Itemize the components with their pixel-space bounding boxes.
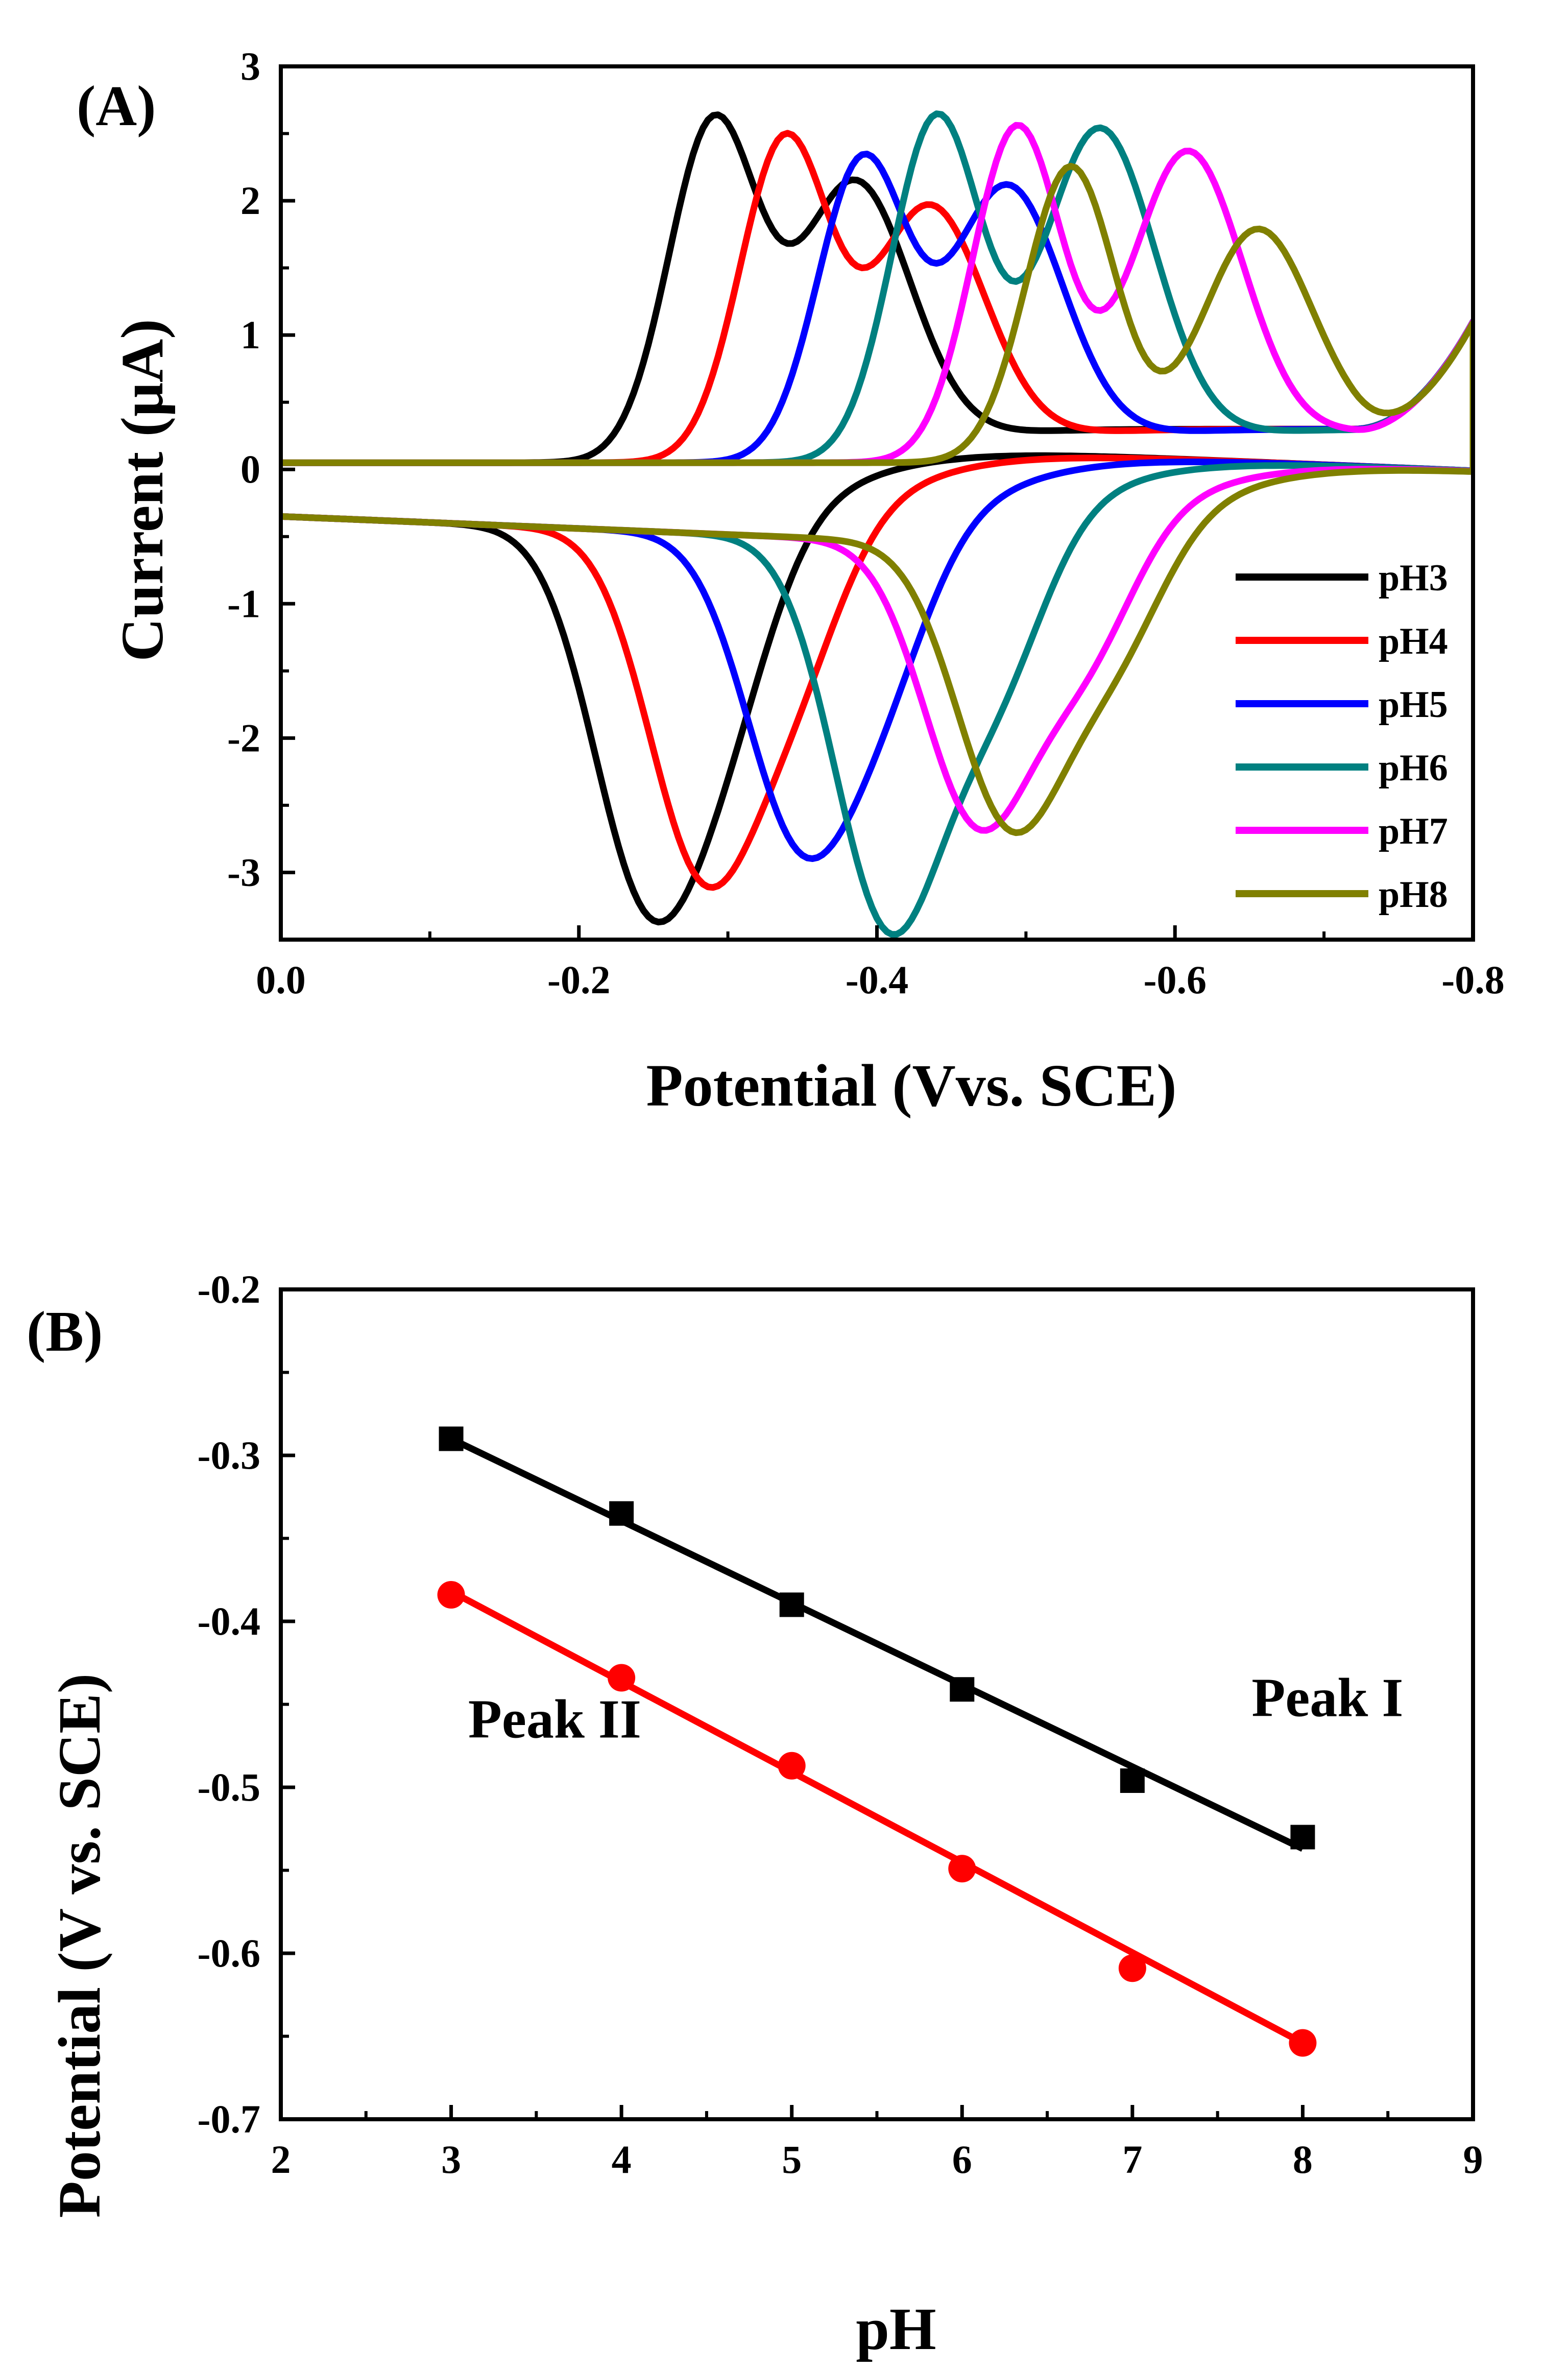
- data-point-peak-i: [779, 1592, 804, 1617]
- panel-a-y-tick-label: 2: [240, 178, 260, 223]
- panel-b-x-tick-label: 6: [952, 2137, 972, 2182]
- data-point-peak-ii: [778, 1752, 806, 1780]
- panel-a-curves: [281, 110, 1473, 938]
- panel-a-x-tick-label: -0.4: [846, 957, 908, 1002]
- panel-b-x-tick-label: 8: [1293, 2137, 1313, 2182]
- legend-label-ph4: pH4: [1379, 620, 1448, 662]
- data-point-peak-ii: [608, 1664, 636, 1692]
- panel-a-y-tick-label: 0: [240, 447, 260, 491]
- panel-b-y-tick-label: -0.6: [198, 1931, 260, 1975]
- panel-b-y-tick-label: -0.4: [198, 1599, 260, 1643]
- panel-b-label: (B): [27, 1300, 103, 1363]
- panel-b-x-tick-label: 9: [1463, 2137, 1483, 2182]
- data-point-peak-i: [1290, 1825, 1315, 1850]
- legend-label-ph5: pH5: [1379, 684, 1448, 726]
- panel-a-x-tick-label: 0.0: [256, 957, 306, 1002]
- panel-a-y-tick-label: 1: [240, 313, 260, 357]
- panel-b-x-tick-label: 2: [271, 2137, 291, 2182]
- panel-b-data-points: [437, 1426, 1317, 2057]
- data-point-peak-i: [950, 1677, 975, 1702]
- peak-ii-annotation: Peak II: [468, 1689, 641, 1750]
- data-point-peak-i: [439, 1426, 464, 1451]
- panel-b-y-tick-label: -0.3: [198, 1433, 260, 1477]
- panel-b-x-axis-title: pH: [856, 2295, 936, 2362]
- legend-label-ph6: pH6: [1379, 747, 1448, 789]
- panel-a-y-tick-label: -3: [227, 850, 260, 894]
- panel-a-cyclic-voltammogram: (A) 0.0 -0.2 -0.4 -0.6 -0.8 3 2 1 0 -1 -2 -3 Potent…: [77, 44, 1505, 1119]
- panel-a-x-tick-label: -0.6: [1144, 957, 1207, 1002]
- data-point-peak-ii: [948, 1855, 976, 1883]
- panel-b-x-tick-label: 7: [1122, 2137, 1142, 2182]
- panel-b-y-axis-title: Potential (V vs. SCE): [46, 1673, 113, 2218]
- panel-b-x-tick-label: 3: [441, 2137, 461, 2182]
- panel-b-x-tick-label: 5: [782, 2137, 802, 2182]
- panel-a-y-tick-label: 3: [240, 44, 260, 88]
- panel-a-legend: pH3 pH4 pH5 pH6 pH7 pH8: [1236, 557, 1448, 916]
- cv-curve-ph8: [281, 162, 1473, 836]
- panel-b-y-tick-label: -0.2: [198, 1267, 260, 1311]
- panel-b-fit-lines: [449, 1435, 1305, 2046]
- legend-label-ph3: pH3: [1379, 557, 1448, 599]
- fit-line-peak-i: [449, 1435, 1305, 1852]
- panel-b-peak-potential-vs-ph: (B) 2 3 4 5 6 7 8 9-0.2-0.3-0.4-0.5-0.6-0.7 pH …: [27, 1267, 1483, 2362]
- data-point-peak-i: [1120, 1768, 1145, 1793]
- data-point-peak-ii: [1289, 2029, 1317, 2057]
- data-point-peak-ii: [1118, 1954, 1146, 1982]
- panel-b-x-tick-label: 4: [612, 2137, 632, 2182]
- legend-label-ph7: pH7: [1379, 810, 1448, 852]
- panel-a-axes: 0.0 -0.2 -0.4 -0.6 -0.8 3 2 1 0 -1 -2 -3: [227, 44, 1505, 1002]
- panel-a-x-tick-label: -0.2: [547, 957, 610, 1002]
- panel-a-label: (A): [77, 75, 156, 138]
- panel-b-y-tick-label: -0.7: [198, 2097, 260, 2141]
- fit-line-peak-ii: [449, 1588, 1305, 2046]
- data-point-peak-ii: [437, 1581, 465, 1609]
- panel-a-x-tick-label: -0.8: [1441, 957, 1504, 1002]
- panel-b-axes: 2 3 4 5 6 7 8 9 -0.2 -0.3 -0.4 -0.5 -0.6 -0.7: [198, 1267, 1483, 2182]
- peak-i-annotation: Peak I: [1251, 1667, 1403, 1728]
- panel-b-y-tick-label: -0.5: [198, 1765, 260, 1809]
- panel-a-x-axis-title: Potential (Vvs. SCE): [646, 1052, 1176, 1119]
- data-point-peak-i: [609, 1501, 634, 1526]
- panel-a-y-axis-title: Current (μA): [109, 319, 176, 662]
- cv-curve-ph4: [281, 130, 1473, 891]
- panel-a-y-tick-label: -2: [227, 715, 260, 760]
- legend-label-ph8: pH8: [1379, 874, 1448, 916]
- panel-a-y-tick-label: -1: [227, 581, 260, 626]
- cv-curve-ph3: [281, 111, 1473, 926]
